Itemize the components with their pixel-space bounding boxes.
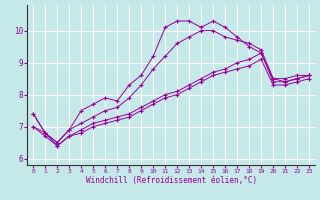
X-axis label: Windchill (Refroidissement éolien,°C): Windchill (Refroidissement éolien,°C) bbox=[86, 176, 257, 185]
